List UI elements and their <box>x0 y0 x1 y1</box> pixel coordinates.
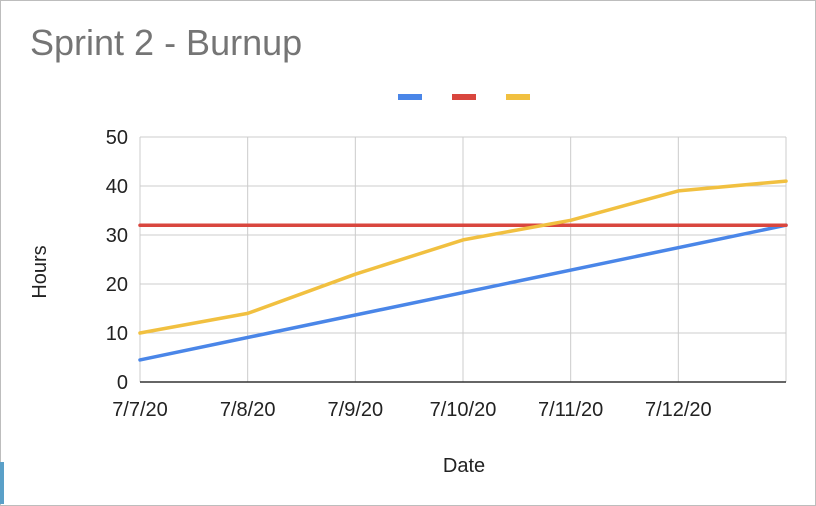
y-tick-label: 20 <box>106 274 128 296</box>
y-tick-label: 50 <box>106 127 128 149</box>
y-tick-label: 0 <box>117 372 128 394</box>
legend <box>398 94 530 100</box>
legend-swatch-1 <box>398 94 422 100</box>
gridlines <box>139 136 787 382</box>
x-tick-labels: 7/7/20 7/8/20 7/9/20 7/10/20 7/11/20 7/12/20 <box>112 399 712 421</box>
y-tick-label: 10 <box>106 323 128 345</box>
x-tick-label: 7/10/20 <box>430 399 497 421</box>
series-lines <box>138 179 788 362</box>
x-tick-label: 7/12/20 <box>645 399 712 421</box>
y-tick-labels: 0 10 20 30 40 50 <box>106 127 128 394</box>
x-tick-label: 7/11/20 <box>538 399 603 421</box>
series-line-3 <box>138 179 788 335</box>
y-tick-label: 30 <box>106 225 128 247</box>
legend-swatch-3 <box>506 94 530 100</box>
x-tick-label: 7/7/20 <box>112 399 168 421</box>
x-tick-label: 7/9/20 <box>328 399 384 421</box>
chart-title: Sprint 2 - Burnup <box>30 22 303 63</box>
x-axis-title: Date <box>443 455 485 477</box>
x-tick-label: 7/8/20 <box>220 399 276 421</box>
y-tick-label: 40 <box>106 176 128 198</box>
series-line-1 <box>138 223 788 362</box>
edge-tab <box>0 462 4 504</box>
y-axis-title: Hours <box>29 245 51 298</box>
legend-swatch-2 <box>452 94 476 100</box>
